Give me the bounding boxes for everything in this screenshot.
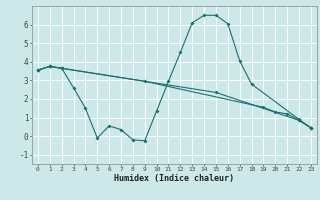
X-axis label: Humidex (Indice chaleur): Humidex (Indice chaleur)	[115, 174, 234, 183]
